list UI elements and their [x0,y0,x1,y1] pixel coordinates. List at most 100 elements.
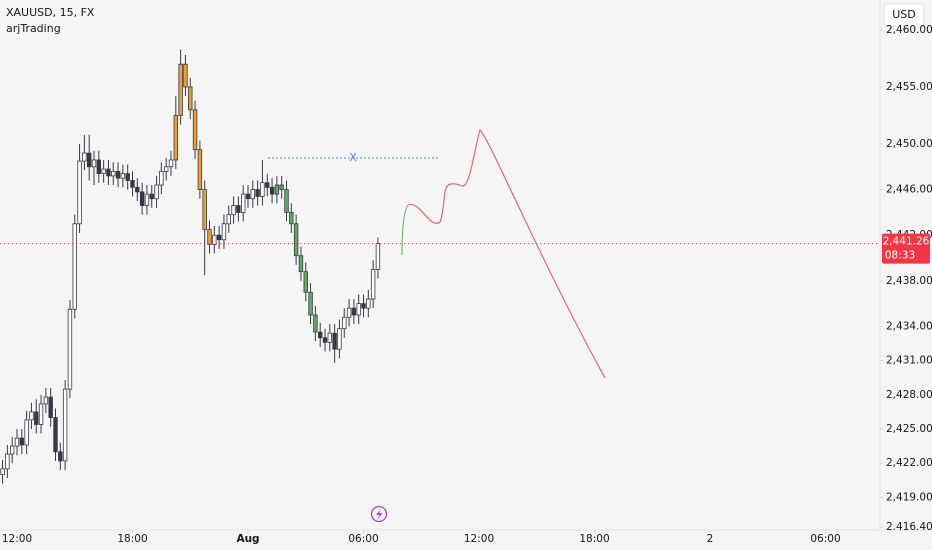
candle-body [351,307,357,316]
candle-body [212,234,217,245]
candle-body [154,184,159,200]
candle-body [197,149,203,190]
candle-body [188,86,193,111]
y-tick-label: 2,422.00 [886,457,932,469]
candle-body [130,180,135,188]
y-tick-label: 2,460.00 [886,24,932,36]
y-tick-label: 2.416.40 [886,521,932,533]
countdown-label: 08:33 [885,250,915,262]
y-tick-label: 2,431.00 [886,355,932,367]
candle-body [38,403,44,425]
y-tick-label: 2,450.00 [886,138,932,150]
candle-body [159,170,164,186]
candle-body [279,184,284,190]
candle-body [120,173,126,179]
candle-body [82,152,87,162]
y-tick-label: 2,434.00 [886,320,932,332]
y-tick-label: 2,428.00 [886,389,932,401]
candle-body [5,453,10,470]
y-tick-label: 2,446.00 [886,184,932,196]
candle-body [48,396,53,418]
y-tick-label: 2,425.00 [886,423,932,435]
candle-body [173,115,179,161]
candle-body [313,314,318,333]
candle-body [91,159,97,168]
candle-body [24,419,29,446]
candle-body [346,307,352,318]
candle-body [149,193,154,200]
indicator-name: arjTrading [6,22,61,35]
candle-body [58,451,63,462]
candle-body [303,271,308,293]
candle-body [101,168,106,175]
icon-circle [370,505,388,523]
candle-body [236,205,241,213]
candle-body [356,303,361,316]
candle-body [43,396,49,405]
candle-body [332,332,337,350]
currency-button[interactable] [883,3,925,27]
projection-green [401,204,409,256]
candle-body [72,223,77,310]
x-tick-label: 18:00 [579,533,609,545]
candle-body [144,193,150,206]
candle-body [245,193,251,200]
candle-body [375,243,381,270]
candle-body [216,234,222,241]
x-tick-label: Aug [236,533,259,545]
last-price-label: 2,441.26 [883,236,930,248]
candles [0,49,381,484]
candle-body [255,189,260,197]
candle-body [125,173,130,181]
candle-body [96,159,102,175]
candle-body [192,109,198,151]
candle-body [327,332,333,343]
candle-body [231,205,236,216]
candle-body [293,223,299,257]
candle-body [317,331,323,339]
candle-body [183,63,188,88]
candle-body [135,186,140,193]
candle-body [29,411,34,421]
candle-body [53,417,58,453]
x-tick-label: 06:00 [348,533,378,545]
candle-body [202,189,207,230]
candle-body [168,159,174,168]
candle-body [62,388,68,462]
candle-body [106,168,111,177]
candle-body [269,186,275,195]
candle-body [370,268,376,300]
candle-body [115,170,121,179]
candle-body [0,468,5,475]
candle-body [298,255,304,273]
candle-body [284,189,289,213]
candle-body [9,445,15,455]
candle-body [67,308,73,390]
candle-body [34,411,39,425]
y-tick-label: 2,438.00 [886,275,932,287]
drawing-label: X [349,151,357,164]
x-tick-label: 06:00 [810,533,840,545]
candle-body [265,182,270,188]
x-tick-label: 12:00 [464,533,494,545]
candle-body [274,184,280,195]
lightning-icon[interactable] [370,505,388,523]
candle-body [361,303,366,309]
candle-body [337,328,342,350]
candle-body [139,191,145,206]
symbol-title: XAUUSD, 15, FX [6,6,95,19]
candle-body [207,229,212,245]
candle-body [366,298,371,309]
candle-body [240,193,246,213]
candle-body [322,337,328,343]
candle-body [178,63,183,116]
candle-body [163,166,169,172]
candle-body [111,170,116,177]
candle-body [77,160,82,225]
x-tick-label: 12:00 [2,533,32,545]
candle-body [226,214,231,225]
projection-red [407,128,606,379]
